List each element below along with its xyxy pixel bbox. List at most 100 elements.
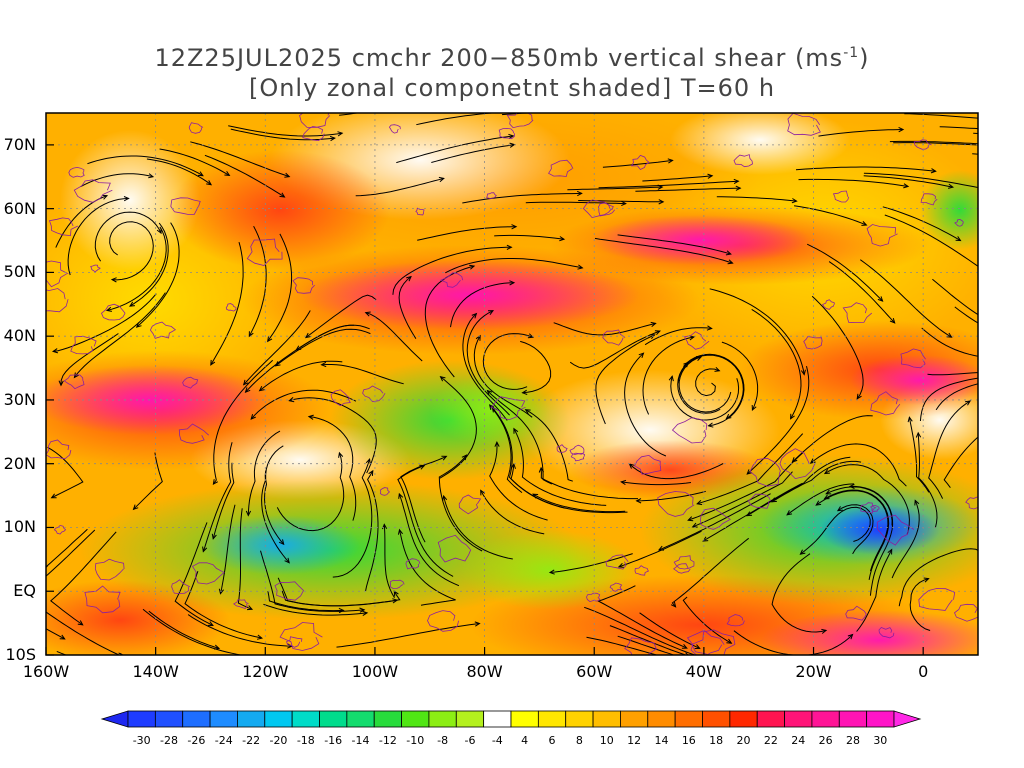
streamline <box>721 341 759 411</box>
streamline-arrowhead <box>508 133 515 140</box>
streamline <box>248 225 267 337</box>
streamline <box>629 463 724 480</box>
streamline <box>849 485 894 596</box>
purple-contour <box>427 610 459 632</box>
streamline-arrowhead <box>559 236 566 242</box>
streamline <box>639 612 700 649</box>
streamline-arrowhead <box>441 455 448 461</box>
streamline <box>795 166 936 172</box>
streamline-arrowhead <box>284 172 291 178</box>
colorbar-swatch <box>866 710 895 728</box>
purple-contour <box>274 581 304 601</box>
streamline <box>882 206 961 242</box>
streamline-arrowhead <box>439 375 446 382</box>
lon-label: 0 <box>918 662 929 681</box>
streamline <box>909 578 931 631</box>
streamline-arrowhead <box>474 621 481 627</box>
streamline <box>683 353 745 427</box>
purple-contour <box>876 514 915 546</box>
streamline <box>339 113 361 116</box>
streamline <box>678 356 732 413</box>
streamline <box>702 482 803 542</box>
streamline-arrowhead <box>658 199 665 205</box>
streamline <box>688 452 804 521</box>
streamline-arrowhead <box>329 135 336 142</box>
streamline <box>74 292 166 378</box>
streamline <box>263 603 368 616</box>
streamline-arrowhead <box>751 404 757 412</box>
colorbar-swatch <box>483 710 512 728</box>
streamline-arrowhead <box>397 528 403 535</box>
streamline-arrowhead <box>406 275 412 282</box>
streamline-arrowhead <box>650 321 657 327</box>
streamline <box>811 295 864 400</box>
streamline <box>800 506 871 555</box>
streamline <box>927 372 978 376</box>
streamline-arrowhead <box>513 427 519 434</box>
purple-contour <box>188 122 204 134</box>
colorbar-label: -10 <box>406 734 425 747</box>
purple-contour <box>498 127 515 140</box>
purple-contour <box>46 288 69 313</box>
streamline-arrowhead <box>576 190 583 197</box>
streamline-arrowhead <box>621 200 627 207</box>
colorbar-swatch <box>811 710 840 728</box>
streamline <box>424 265 475 378</box>
streamline-arrowhead <box>284 557 290 564</box>
streamline-arrowhead <box>288 397 295 403</box>
streamline <box>473 335 533 418</box>
streamline <box>109 221 154 281</box>
streamline-arrowhead <box>245 510 252 517</box>
lat-label: 40N <box>3 326 36 346</box>
streamline-arrowhead <box>123 196 130 202</box>
colorbar-swatch <box>182 710 211 728</box>
streamline <box>417 226 517 241</box>
streamline-arrowhead <box>836 506 843 512</box>
streamline <box>202 442 233 552</box>
streamline <box>46 611 121 655</box>
streamline <box>578 200 664 203</box>
colorbar-swatch <box>592 710 621 728</box>
streamline-arrowhead <box>129 301 135 307</box>
purple-contour <box>225 303 237 312</box>
streamline-arrowhead <box>274 361 281 367</box>
purple-contour <box>556 444 568 453</box>
streamline <box>489 442 548 521</box>
streamline-arrowhead <box>696 500 703 506</box>
streamline <box>863 175 953 188</box>
streamline <box>569 330 661 369</box>
lon-label: 20W <box>795 662 832 681</box>
purple-contour <box>405 558 421 570</box>
purple-contour <box>582 199 613 219</box>
streamline-arrowhead <box>735 185 742 191</box>
streamline <box>399 529 456 606</box>
purple-contour <box>46 260 69 288</box>
streamline-arrowhead <box>947 183 955 189</box>
streamline-arrowhead <box>295 345 302 351</box>
streamline-arrowhead <box>696 356 703 361</box>
colorbar-swatch <box>455 710 485 728</box>
streamline-arrowhead <box>725 250 732 256</box>
colorbar-label: 10 <box>599 734 614 747</box>
colorbar-swatch <box>510 710 539 728</box>
streamline <box>540 467 638 500</box>
colorbar-label: -20 <box>269 734 288 747</box>
purple-contour <box>605 554 629 570</box>
lat-label: 60N <box>3 198 36 218</box>
streamline-arrowhead <box>398 492 404 499</box>
streamline <box>494 234 565 240</box>
streamline-arrowhead <box>250 414 256 420</box>
purple-contour <box>101 303 126 321</box>
streamline <box>904 113 978 119</box>
colorbar-label: -16 <box>324 734 343 747</box>
streamline <box>935 383 978 411</box>
streamline <box>898 548 978 607</box>
streamline-arrowhead <box>657 184 664 190</box>
streamline <box>824 464 910 535</box>
streamline <box>884 214 978 267</box>
purple-contour <box>747 493 771 509</box>
purple-contour <box>90 264 101 273</box>
colorbar-label: -8 <box>437 734 449 747</box>
streamline <box>825 486 893 526</box>
lon-label: 100W <box>351 662 399 681</box>
